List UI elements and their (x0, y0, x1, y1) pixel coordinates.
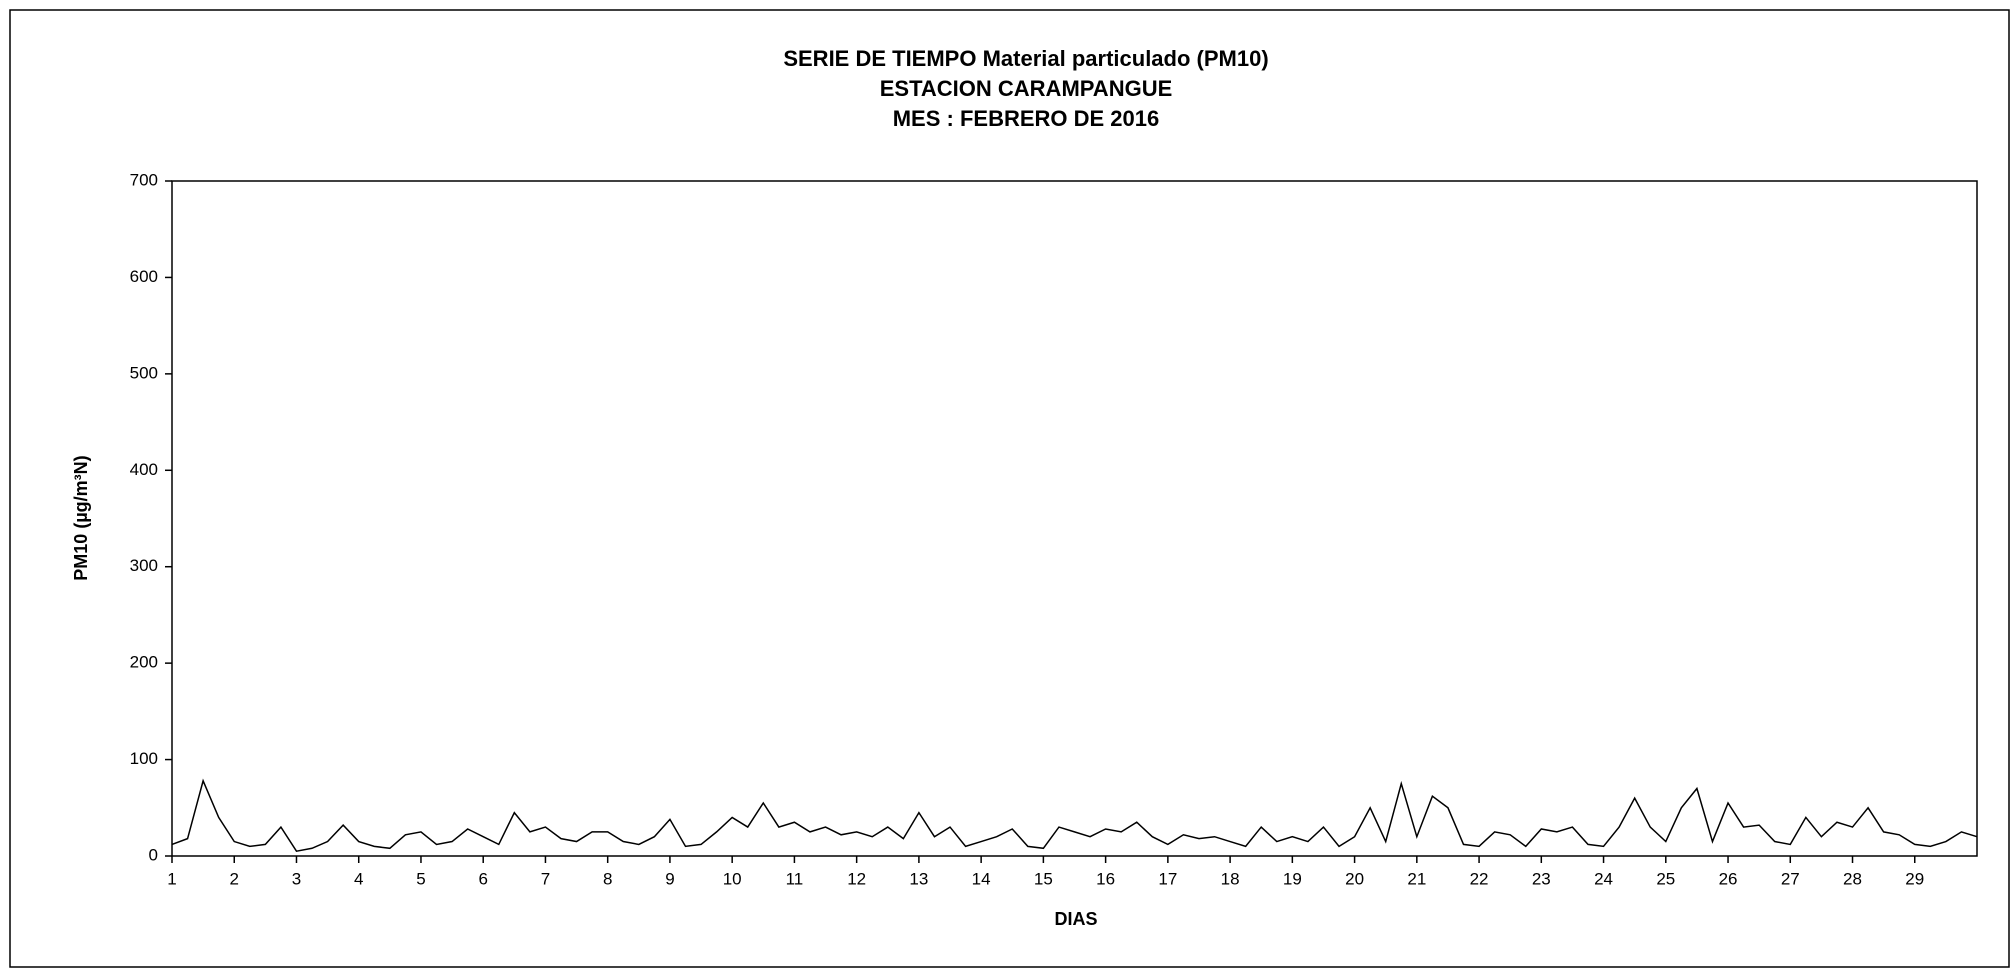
x-tick-label: 6 (478, 869, 487, 888)
x-tick-label: 28 (1843, 869, 1862, 888)
x-tick-label: 7 (541, 869, 550, 888)
x-tick-label: 27 (1781, 869, 1800, 888)
x-tick-label: 23 (1532, 869, 1551, 888)
x-tick-label: 29 (1905, 869, 1924, 888)
y-tick-label: 700 (130, 170, 158, 189)
x-tick-label: 5 (416, 869, 425, 888)
x-tick-label: 2 (230, 869, 239, 888)
y-tick-label: 0 (149, 845, 158, 864)
x-tick-label: 25 (1656, 869, 1675, 888)
x-tick-label: 4 (354, 869, 363, 888)
x-tick-label: 10 (723, 869, 742, 888)
x-tick-label: 15 (1034, 869, 1053, 888)
x-tick-label: 3 (292, 869, 301, 888)
y-tick-label: 400 (130, 460, 158, 479)
chart-title: ESTACION CARAMPANGUE (880, 76, 1173, 101)
y-tick-label: 200 (130, 653, 158, 672)
y-axis-label: PM10 (µg/m³N) (71, 455, 91, 580)
data-line (171, 778, 1978, 853)
chart-title: SERIE DE TIEMPO Material particulado (PM… (783, 46, 1268, 71)
x-tick-label: 1 (167, 869, 176, 888)
x-tick-label: 22 (1470, 869, 1489, 888)
x-tick-label: 26 (1719, 869, 1738, 888)
x-tick-label: 16 (1096, 869, 1115, 888)
plot-area (171, 180, 1978, 857)
y-tick-label: 100 (130, 749, 158, 768)
x-tick-label: 13 (909, 869, 928, 888)
x-tick-label: 12 (847, 869, 866, 888)
x-tick-label: 24 (1594, 869, 1613, 888)
x-tick-label: 14 (972, 869, 991, 888)
x-tick-label: 20 (1345, 869, 1364, 888)
x-tick-label: 19 (1283, 869, 1302, 888)
chart-title: MES : FEBRERO DE 2016 (893, 106, 1160, 131)
y-tick-label: 500 (130, 363, 158, 382)
x-tick-label: 18 (1221, 869, 1240, 888)
x-tick-label: 17 (1158, 869, 1177, 888)
chart-frame (9, 9, 2010, 968)
x-axis-label: DIAS (1054, 909, 1097, 929)
x-tick-label: 21 (1407, 869, 1426, 888)
x-tick-label: 8 (603, 869, 612, 888)
x-tick-label: 9 (665, 869, 674, 888)
y-tick-label: 600 (130, 267, 158, 286)
x-tick-label: 11 (786, 869, 804, 888)
y-tick-label: 300 (130, 556, 158, 575)
